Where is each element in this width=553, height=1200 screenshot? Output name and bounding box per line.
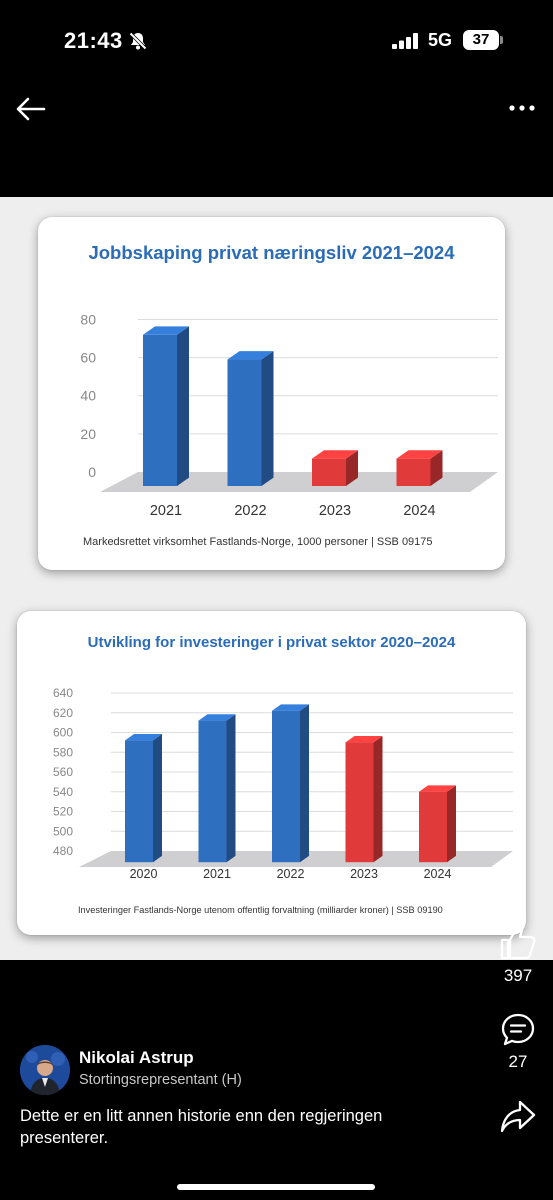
comment-count: 27 (508, 1052, 528, 1071)
bar-top (227, 351, 274, 360)
chart-jobs: 0 20 40 60 80 2021 2022 2023 2024 (80, 311, 498, 519)
bar-side (346, 450, 358, 486)
bar (419, 791, 447, 863)
bar-top (312, 450, 358, 459)
bar-top (345, 736, 383, 743)
bar-side (261, 351, 274, 486)
bar (312, 458, 346, 486)
bar-side (373, 736, 383, 863)
bar-top (419, 785, 456, 792)
y-tick-label: 560 (53, 765, 73, 779)
status-bar: 21:43 5G 37 (0, 0, 553, 82)
bar-side (300, 704, 309, 863)
comment-icon[interactable] (500, 1012, 536, 1048)
y-tick-label: 40 (80, 388, 96, 404)
y-tick-label: 500 (53, 824, 73, 838)
mute-icon (128, 31, 148, 51)
x-tick-label: 2022 (277, 867, 305, 881)
y-tick-label: 80 (80, 311, 96, 327)
bar-side (447, 785, 456, 863)
back-arrow-icon[interactable] (14, 92, 48, 126)
chart-title: Jobbskaping privat næringsliv 2021–2024 (88, 242, 455, 263)
x-tick-label: 2020 (130, 867, 158, 881)
chart-investments: 480 500 520 540 560 580 600 620 640 2020 2021 2022 2… (53, 686, 513, 881)
avatar[interactable] (20, 1045, 70, 1095)
x-tick-label: 2024 (403, 503, 435, 519)
bar-side (430, 450, 443, 486)
signal-icon (392, 33, 418, 49)
bar-side (177, 326, 189, 486)
author-name[interactable]: Nikolai Astrup (79, 1048, 194, 1067)
like-count: 397 (503, 966, 533, 985)
y-tick-label: 60 (80, 350, 96, 366)
chart-card-investments: Utvikling for investeringer i privat sek… (17, 611, 526, 935)
bar (396, 458, 431, 486)
chart-source: Investeringer Fastlands-Norge utenom off… (78, 905, 443, 915)
x-tick-label: 2021 (150, 503, 182, 519)
avatar-image (20, 1045, 70, 1095)
bar (272, 710, 300, 863)
x-tick-label: 2022 (234, 503, 266, 519)
share-icon[interactable] (499, 1098, 537, 1136)
bar (345, 742, 374, 863)
x-tick-label: 2023 (319, 503, 351, 519)
bar-top (396, 450, 443, 459)
chart-source: Markedsrettet virksomhet Fastlands-Norge… (83, 536, 433, 548)
y-tick-label: 580 (53, 745, 73, 759)
like-icon[interactable] (498, 922, 538, 962)
bar-top (143, 326, 189, 335)
x-tick-label: 2021 (203, 867, 231, 881)
bar (227, 359, 262, 486)
chart-title: Utvikling for investeringer i privat sek… (87, 634, 456, 651)
bar (143, 334, 177, 486)
y-tick-label: 480 (53, 844, 73, 858)
x-tick-label: 2023 (350, 867, 378, 881)
bar-top (125, 734, 162, 741)
bar-top (198, 714, 236, 721)
post-image[interactable]: Jobbskaping privat næringsliv 2021–2024 … (0, 197, 553, 960)
author-title: Stortingsrepresentant (H) (79, 1072, 242, 1088)
y-tick-label: 540 (53, 785, 73, 799)
post-text: Dette er en litt annen historie enn den … (20, 1107, 383, 1147)
y-tick-label: 600 (53, 726, 73, 740)
bar-side (226, 714, 236, 863)
battery-level: 37 (463, 30, 499, 50)
bar-side (153, 734, 162, 863)
status-time: 21:43 (64, 28, 123, 53)
bar (198, 720, 227, 863)
y-tick-label: 620 (53, 706, 73, 720)
bar-top (272, 704, 309, 711)
y-tick-label: 20 (80, 426, 96, 442)
y-tick-label: 640 (53, 686, 73, 700)
y-tick-label: 0 (88, 464, 96, 480)
network-type: 5G (428, 30, 453, 50)
battery-tip (500, 36, 503, 44)
more-icon[interactable] (505, 96, 539, 120)
x-tick-label: 2024 (424, 867, 452, 881)
chart-card-jobs: Jobbskaping privat næringsliv 2021–2024 … (38, 217, 505, 570)
y-tick-label: 520 (53, 805, 73, 819)
home-indicator[interactable] (177, 1184, 375, 1190)
bar (125, 740, 153, 863)
